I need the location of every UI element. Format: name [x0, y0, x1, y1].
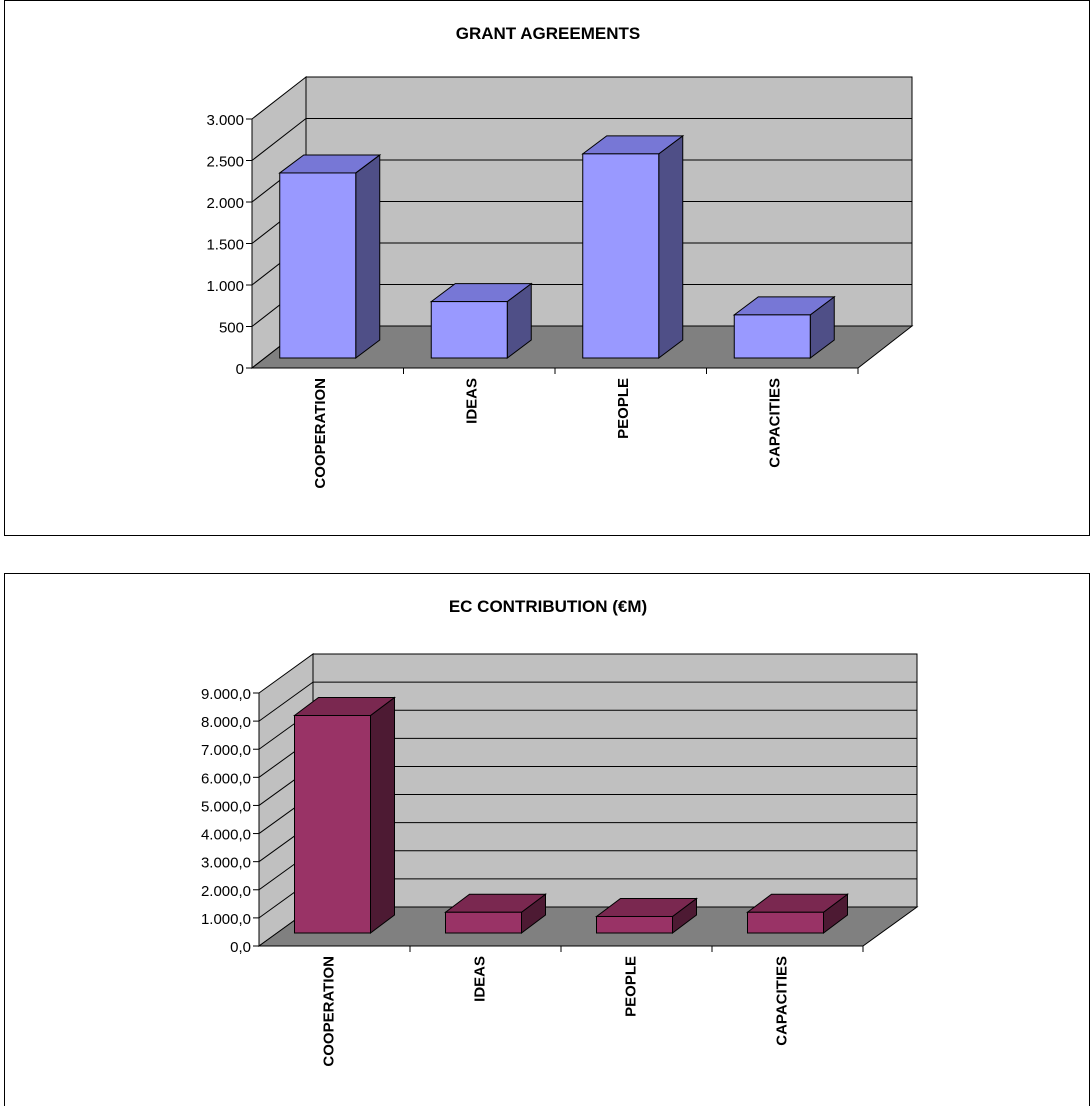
bar [733, 314, 811, 359]
y-tick-label: 0,0 [230, 939, 251, 956]
y-tick-label: 8.000,0 [201, 714, 251, 731]
y-tick-label: 2.500 [206, 154, 244, 171]
category-label: CAPACITIES [774, 956, 791, 1046]
chart-grant-agreements: GRANT AGREEMENTS 0 500 1.000 1.500 2.000 2.50… [4, 0, 1090, 536]
y-tick-label: 2.000,0 [201, 883, 251, 900]
bar [279, 172, 357, 359]
y-tick-label: 1.000,0 [201, 911, 251, 928]
category-label: IDEAS [472, 956, 489, 1002]
bar-side [658, 134, 684, 359]
y-tick-label: 500 [219, 320, 244, 337]
y-tick-label: 5.000,0 [201, 798, 251, 815]
chart-title: GRANT AGREEMENTS [456, 24, 641, 43]
bar-side [370, 696, 395, 934]
y-tick-label: 1.500 [206, 237, 244, 254]
bar [445, 911, 522, 934]
category-label: PEOPLE [623, 956, 640, 1017]
chart-ec-contribution-plot: EC CONTRIBUTION (€M) 0,0 1.000,0 2.000,0 3.… [201, 597, 919, 1067]
y-tick-label: 3.000 [206, 112, 244, 129]
bar [747, 911, 824, 934]
category-label: IDEAS [463, 378, 480, 424]
y-tick-label: 6.000,0 [201, 770, 251, 787]
y-tick-label: 1.000 [206, 278, 244, 295]
y-tick-label: 2.000 [206, 195, 244, 212]
category-label: PEOPLE [615, 378, 632, 439]
bar [294, 714, 371, 934]
y-tick-label: 4.000,0 [201, 827, 251, 844]
chart-title: EC CONTRIBUTION (€M) [449, 597, 647, 616]
y-tick-label: 7.000,0 [201, 742, 251, 759]
bar [582, 153, 660, 359]
gridline-side [258, 681, 314, 722]
y-tick-label: 3.000,0 [201, 855, 251, 872]
bar [596, 915, 673, 934]
y-tick-label: 9.000,0 [201, 686, 251, 703]
chart-ec-contribution: EC CONTRIBUTION (€M) 0,0 1.000,0 2.000,0 3.… [4, 573, 1090, 1106]
category-label: CAPACITIES [766, 378, 783, 468]
bar [430, 301, 508, 359]
back-wall [312, 653, 918, 908]
chart-grant-agreements-plot: GRANT AGREEMENTS 0 500 1.000 1.500 2.000 2.50… [206, 24, 914, 489]
category-label: COOPERATION [312, 378, 329, 489]
category-label: COOPERATION [321, 956, 338, 1067]
y-tick-label: 0 [236, 361, 244, 378]
bar-side [355, 153, 381, 359]
gridline-side [251, 118, 307, 161]
